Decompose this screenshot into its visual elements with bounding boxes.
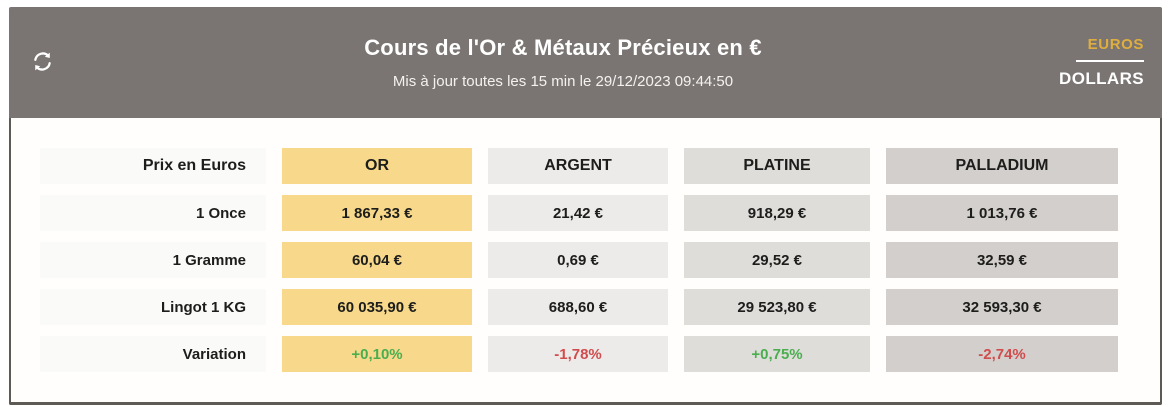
- price-palladium-gramme: 32,59 €: [886, 242, 1118, 278]
- table-row-once: 1 Once 1 867,33 € 21,42 € 918,29 € 1 013…: [40, 195, 1160, 231]
- row-label: 1 Once: [40, 195, 266, 231]
- price-platine-gramme: 29,52 €: [684, 242, 870, 278]
- row-label: Variation: [40, 336, 266, 372]
- price-or-lingot: 60 035,90 €: [282, 289, 472, 325]
- price-argent-once: 21,42 €: [488, 195, 668, 231]
- variation-or: +0,10%: [282, 336, 472, 372]
- row-label: 1 Gramme: [40, 242, 266, 278]
- column-header-platine: PLATINE: [684, 148, 870, 184]
- currency-dollars-tab[interactable]: DOLLARS: [1059, 69, 1144, 88]
- row-label: Lingot 1 KG: [40, 289, 266, 325]
- refresh-button[interactable]: [27, 46, 58, 80]
- refresh-icon: [31, 50, 54, 76]
- price-platine-lingot: 29 523,80 €: [684, 289, 870, 325]
- price-palladium-lingot: 32 593,30 €: [886, 289, 1118, 325]
- header-left: [27, 46, 87, 80]
- table-header-row: Prix en Euros OR ARGENT PLATINE PALLADIU…: [40, 148, 1160, 184]
- price-platine-once: 918,29 €: [684, 195, 870, 231]
- table-row-gramme: 1 Gramme 60,04 € 0,69 € 29,52 € 32,59 €: [40, 242, 1160, 278]
- table-row-variation: Variation +0,10% -1,78% +0,75% -2,74%: [40, 336, 1160, 372]
- column-header-palladium: PALLADIUM: [886, 148, 1118, 184]
- column-header-argent: ARGENT: [488, 148, 668, 184]
- precious-metals-widget: Cours de l'Or & Métaux Précieux en € Mis…: [9, 7, 1162, 405]
- variation-palladium: -2,74%: [886, 336, 1118, 372]
- page-title: Cours de l'Or & Métaux Précieux en €: [364, 35, 762, 60]
- last-updated-text: Mis à jour toutes les 15 min le 29/12/20…: [392, 73, 734, 90]
- variation-argent: -1,78%: [488, 336, 668, 372]
- price-argent-lingot: 688,60 €: [488, 289, 668, 325]
- table-row-lingot: Lingot 1 KG 60 035,90 € 688,60 € 29 523,…: [40, 289, 1160, 325]
- price-or-gramme: 60,04 €: [282, 242, 472, 278]
- price-argent-gramme: 0,69 €: [488, 242, 668, 278]
- corner-label: Prix en Euros: [40, 148, 266, 184]
- widget-header: Cours de l'Or & Métaux Précieux en € Mis…: [9, 7, 1162, 118]
- variation-platine: +0,75%: [684, 336, 870, 372]
- column-header-or: OR: [282, 148, 472, 184]
- currency-euros-tab[interactable]: EUROS: [1087, 36, 1144, 53]
- header-title-block: Cours de l'Or & Métaux Précieux en € Mis…: [87, 35, 1039, 90]
- currency-toggle: EUROS DOLLARS: [1039, 36, 1144, 89]
- price-palladium-once: 1 013,76 €: [886, 195, 1118, 231]
- price-or-once: 1 867,33 €: [282, 195, 472, 231]
- price-table-panel: Prix en Euros OR ARGENT PLATINE PALLADIU…: [9, 118, 1162, 405]
- currency-divider: [1076, 60, 1144, 62]
